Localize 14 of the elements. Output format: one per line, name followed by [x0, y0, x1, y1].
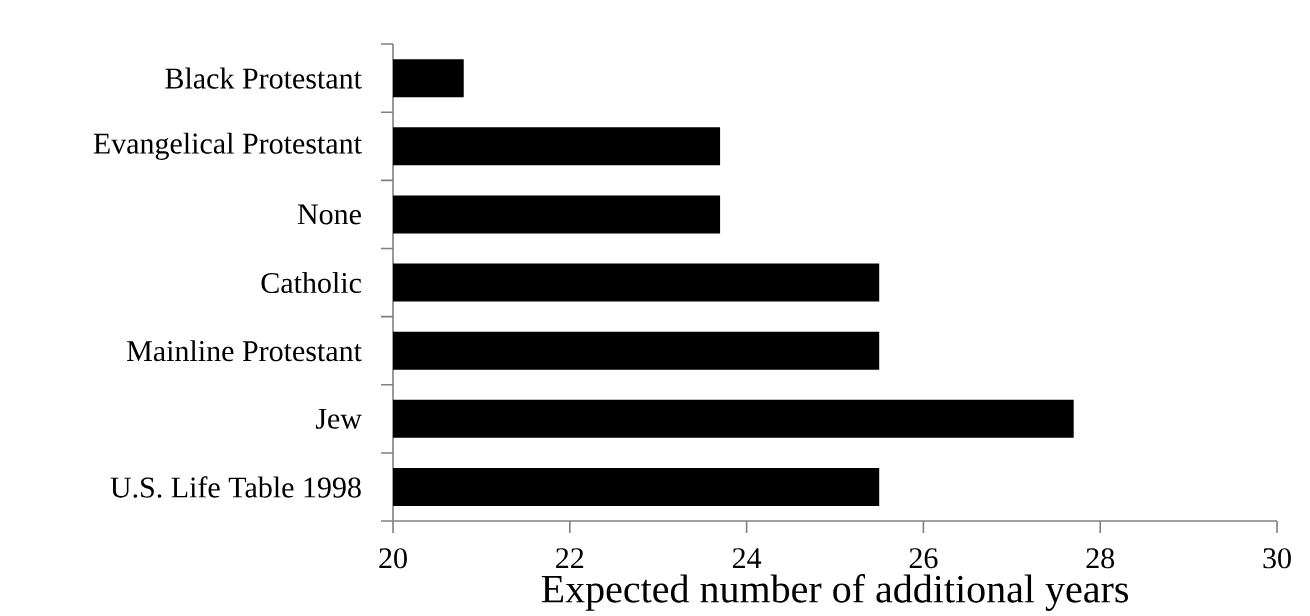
x-tick-label: 26	[909, 548, 938, 569]
y-tick-label: Mainline Protestant	[127, 340, 362, 362]
y-tick-label: Jew	[315, 408, 362, 429]
x-tick-label: 24	[732, 548, 762, 568]
y-tick-label: U.S. Life Table 1998	[110, 476, 361, 498]
y-tick-label: None	[297, 204, 361, 225]
x-tick-label: 28	[1086, 548, 1115, 569]
y-tick-label: Black Protestant	[165, 67, 362, 89]
x-tick-label: 22	[556, 548, 584, 568]
x-axis-title: Expected number of additional years	[541, 574, 1128, 611]
y-tick-label: Evangelical Protestant	[93, 132, 362, 160]
x-tick-label: 20	[379, 548, 407, 569]
x-tick-label: 30	[1263, 548, 1291, 569]
y-tick-label: Catholic	[261, 272, 362, 294]
